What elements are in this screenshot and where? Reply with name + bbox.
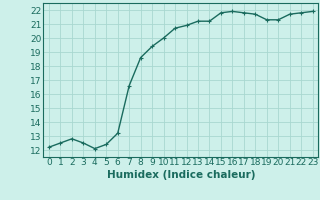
X-axis label: Humidex (Indice chaleur): Humidex (Indice chaleur) bbox=[107, 170, 255, 180]
